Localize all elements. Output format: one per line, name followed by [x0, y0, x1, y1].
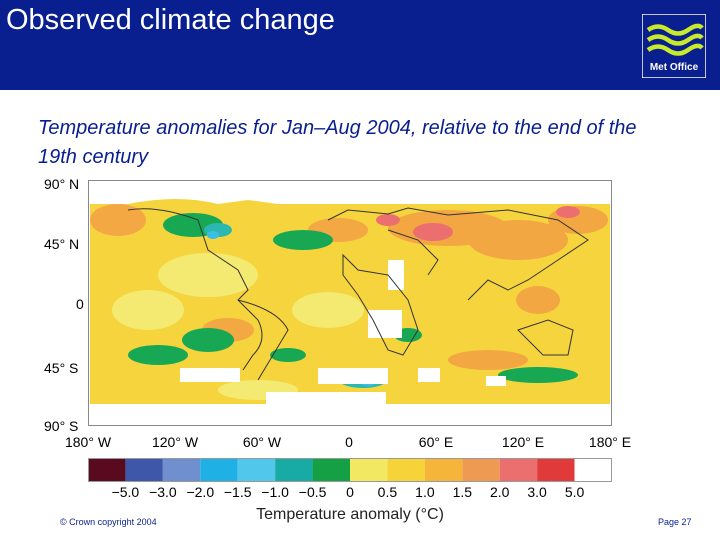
- colorbar-swatch: [574, 458, 612, 482]
- colorbar-swatch: [312, 458, 350, 482]
- lon-label-120e: 120° E: [501, 434, 545, 450]
- colorbar-swatch: [88, 458, 126, 482]
- colorbar-tick-label: 0.5: [377, 484, 398, 500]
- slide-title: Observed climate change: [6, 4, 335, 36]
- lat-label-90s: 90° S: [44, 418, 79, 434]
- header-bar: Observed climate change Met Office: [0, 0, 720, 90]
- colorbar-tick-label: 1.5: [452, 484, 473, 500]
- colorbar-tick-label: −5.0: [111, 484, 140, 500]
- page-number: Page 27: [658, 517, 692, 527]
- colorbar-tick-label: 1.0: [415, 484, 435, 500]
- colorbar-swatch: [237, 458, 276, 482]
- colorbar-tick-label: 5.0: [564, 484, 585, 500]
- colorbar-tick-label: 2.0: [489, 484, 510, 500]
- colorbar-tick-label: −0.5: [298, 484, 327, 500]
- logo-text: Met Office: [650, 62, 699, 73]
- lon-label-0: 0: [345, 434, 353, 450]
- colorbar-label: Temperature anomaly (°C): [256, 506, 444, 523]
- colorbar-swatch: [462, 458, 500, 482]
- colorbar-swatch: [424, 458, 463, 482]
- colorbar-swatch: [350, 458, 388, 482]
- lon-label-120w: 120° W: [151, 434, 199, 450]
- colorbar: [88, 458, 612, 482]
- lon-label-180e: 180° E: [588, 434, 632, 450]
- lon-label-60w: 60° W: [242, 434, 282, 450]
- colorbar-tick-label: −3.0: [149, 484, 177, 500]
- colorbar-swatch: [537, 458, 575, 482]
- colorbar-tick-label: 0: [346, 484, 354, 500]
- lat-label-eq: 0: [76, 296, 84, 312]
- lon-label-180w: 180° W: [64, 434, 112, 450]
- colorbar-tick-label: −2.0: [186, 484, 215, 500]
- lat-label-45n: 45° N: [44, 236, 80, 252]
- colorbar-tick-label: −1.5: [223, 484, 252, 500]
- colorbar-swatch: [275, 458, 313, 482]
- copyright-text: © Crown copyright 2004: [60, 517, 157, 527]
- met-office-logo: Met Office: [642, 14, 706, 78]
- temperature-anomaly-map: [88, 180, 612, 426]
- colorbar-swatch: [499, 458, 538, 482]
- lat-label-45s: 45° S: [44, 360, 79, 376]
- colorbar-swatch: [200, 458, 238, 482]
- lon-label-60e: 60° E: [418, 434, 454, 450]
- colorbar-swatch: [162, 458, 201, 482]
- colorbar-tick-label: −1.0: [261, 484, 289, 500]
- map-subtitle: Temperature anomalies for Jan–Aug 2004, …: [38, 117, 637, 168]
- colorbar-swatch: [387, 458, 425, 482]
- lat-label-90n: 90° N: [44, 176, 80, 192]
- colorbar-tick-label: 3.0: [527, 484, 547, 500]
- colorbar-swatch: [125, 458, 163, 482]
